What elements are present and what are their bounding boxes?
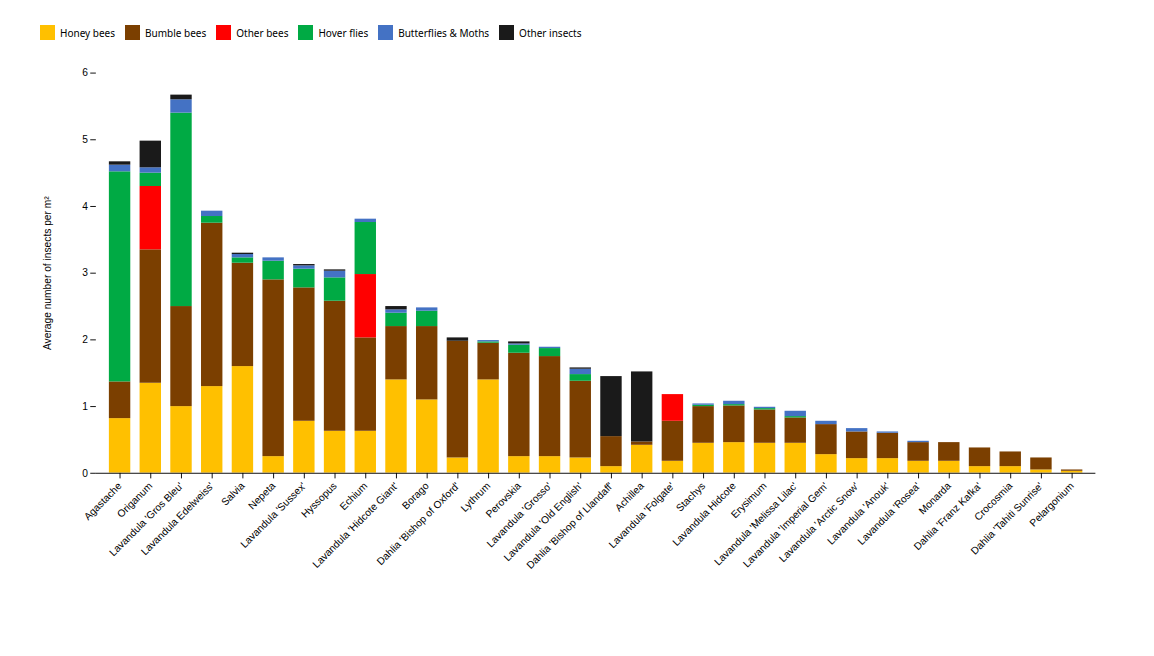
svg-text:Lavandula 'Hidcote Giant': Lavandula 'Hidcote Giant' [310, 480, 401, 570]
svg-text:Average number of insects per: Average number of insects per m² [42, 196, 53, 350]
svg-text:Dahlia 'Franz Kafka': Dahlia 'Franz Kafka' [911, 480, 984, 553]
svg-text:Nepeta: Nepeta [246, 480, 278, 512]
svg-text:Lavandula 'Gros Bleu': Lavandula 'Gros Bleu' [107, 480, 186, 559]
svg-text:0: 0 [82, 468, 88, 479]
svg-text:Dahlia 'Tahiti Sunrise': Dahlia 'Tahiti Sunrise' [968, 480, 1046, 557]
svg-text:Lythrum: Lythrum [458, 480, 493, 514]
html-text:Other bees: Other bees [236, 25, 289, 40]
svg-text:Lavandula 'Arctic Snow': Lavandula 'Arctic Snow' [776, 480, 861, 565]
svg-text:Agastache: Agastache [81, 480, 124, 523]
svg-text:Perovskia: Perovskia [483, 480, 523, 520]
svg-text:Lavandula 'Rosea': Lavandula 'Rosea' [855, 480, 922, 547]
svg-text:Lavandula 'Melissa Lilac': Lavandula 'Melissa Lilac' [712, 480, 800, 568]
svg-text:Achillea: Achillea [612, 480, 646, 514]
svg-text:Monarda: Monarda [916, 480, 953, 517]
svg-text:Echium: Echium [337, 480, 370, 513]
html-text:Other insects: Other insects [519, 25, 582, 40]
svg-text:Dahlia 'Bishop of Llandaff': Dahlia 'Bishop of Llandaff' [524, 480, 615, 571]
html-text:Honey bees: Honey bees [60, 25, 115, 40]
svg-text:2: 2 [82, 334, 88, 345]
svg-text:Origanum: Origanum [115, 480, 155, 520]
svg-text:Lavandula 'Anouk': Lavandula 'Anouk' [825, 480, 892, 547]
svg-text:Lavandula 'Grosso': Lavandula 'Grosso' [484, 480, 554, 550]
svg-text:4: 4 [82, 201, 88, 212]
html-text:Bumble bees: Bumble bees [145, 25, 207, 40]
html-text:Butterflies & Moths: Butterflies & Moths [398, 25, 490, 40]
svg-text:3: 3 [82, 267, 88, 278]
svg-text:Lavandula Edelweiss': Lavandula Edelweiss' [139, 480, 216, 557]
svg-text:6: 6 [82, 67, 88, 78]
svg-text:Lavandula Hidcote: Lavandula Hidcote [670, 480, 738, 548]
svg-text:Stachys: Stachys [673, 480, 708, 514]
svg-text:Borago: Borago [399, 480, 431, 512]
svg-text:Dahlia 'Bishop of Oxford': Dahlia 'Bishop of Oxford' [375, 480, 462, 567]
svg-text:Hyssopus: Hyssopus [299, 480, 339, 520]
svg-text:Lavandula 'Imperial Gem': Lavandula 'Imperial Gem' [740, 480, 831, 570]
svg-text:Lavandula 'Folgate': Lavandula 'Folgate' [607, 480, 677, 550]
svg-text:5: 5 [82, 134, 88, 145]
svg-text:1: 1 [82, 401, 88, 412]
svg-text:Lavandula 'Old English': Lavandula 'Old English' [501, 480, 585, 564]
html-text:Hover flies: Hover flies [318, 25, 369, 40]
svg-text:Pelargonium: Pelargonium [1027, 480, 1075, 528]
svg-text:Lavandula 'Sussex': Lavandula 'Sussex' [238, 480, 308, 550]
svg-text:Crocosmia: Crocosmia [972, 480, 1015, 523]
svg-text:Salvia: Salvia [219, 480, 247, 508]
svg-text:Erysimum: Erysimum [728, 480, 769, 521]
